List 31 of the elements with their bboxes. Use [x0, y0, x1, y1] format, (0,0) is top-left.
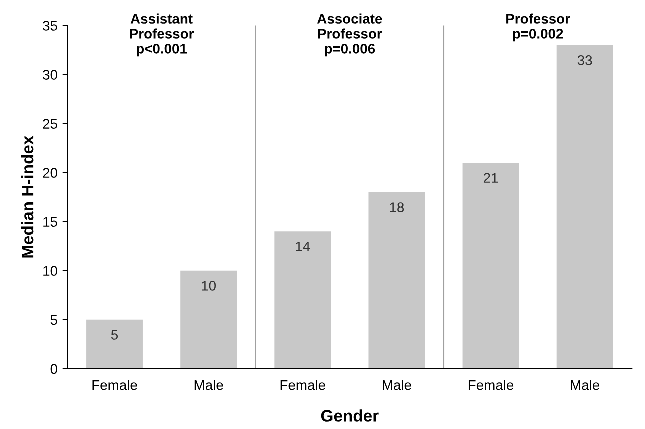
bar	[368, 192, 426, 369]
x-tick-label: Male	[571, 380, 600, 390]
bar	[180, 270, 238, 369]
x-tick-label: Male	[383, 380, 412, 390]
bar	[462, 163, 520, 369]
y-tick-label: 15	[44, 217, 58, 228]
y-tick-label: 5	[50, 315, 58, 326]
x-tick-label: Female	[280, 380, 326, 390]
data-label: 10	[202, 281, 216, 291]
bar	[274, 232, 332, 369]
y-tick-label: 0	[50, 364, 58, 374]
data-label: 14	[296, 242, 310, 252]
y-tick-label: 30	[43, 70, 58, 80]
data-label: 5	[111, 330, 118, 340]
x-tick-label: Male	[194, 380, 224, 390]
x-tick-label: Female	[468, 380, 514, 390]
x-axis-title: Gender	[321, 410, 379, 422]
annotation: Assistant Professor p<0.001	[130, 14, 194, 57]
y-tick-label: 25	[43, 119, 58, 129]
y-tick-label: 35	[43, 21, 58, 31]
annotation: Professor p=0.002	[506, 14, 570, 42]
data-label: 21	[484, 173, 498, 183]
y-tick-label: 20	[43, 168, 58, 178]
bar	[556, 45, 614, 369]
annotation: Associate Professor p=0.006	[317, 14, 382, 57]
y-tick-label: 10	[44, 266, 58, 276]
data-label: 33	[578, 56, 592, 66]
bar	[86, 320, 143, 369]
x-tick-label: Female	[92, 380, 138, 390]
data-label: 18	[390, 202, 404, 212]
y-axis-title: Median H-index	[21, 136, 34, 258]
